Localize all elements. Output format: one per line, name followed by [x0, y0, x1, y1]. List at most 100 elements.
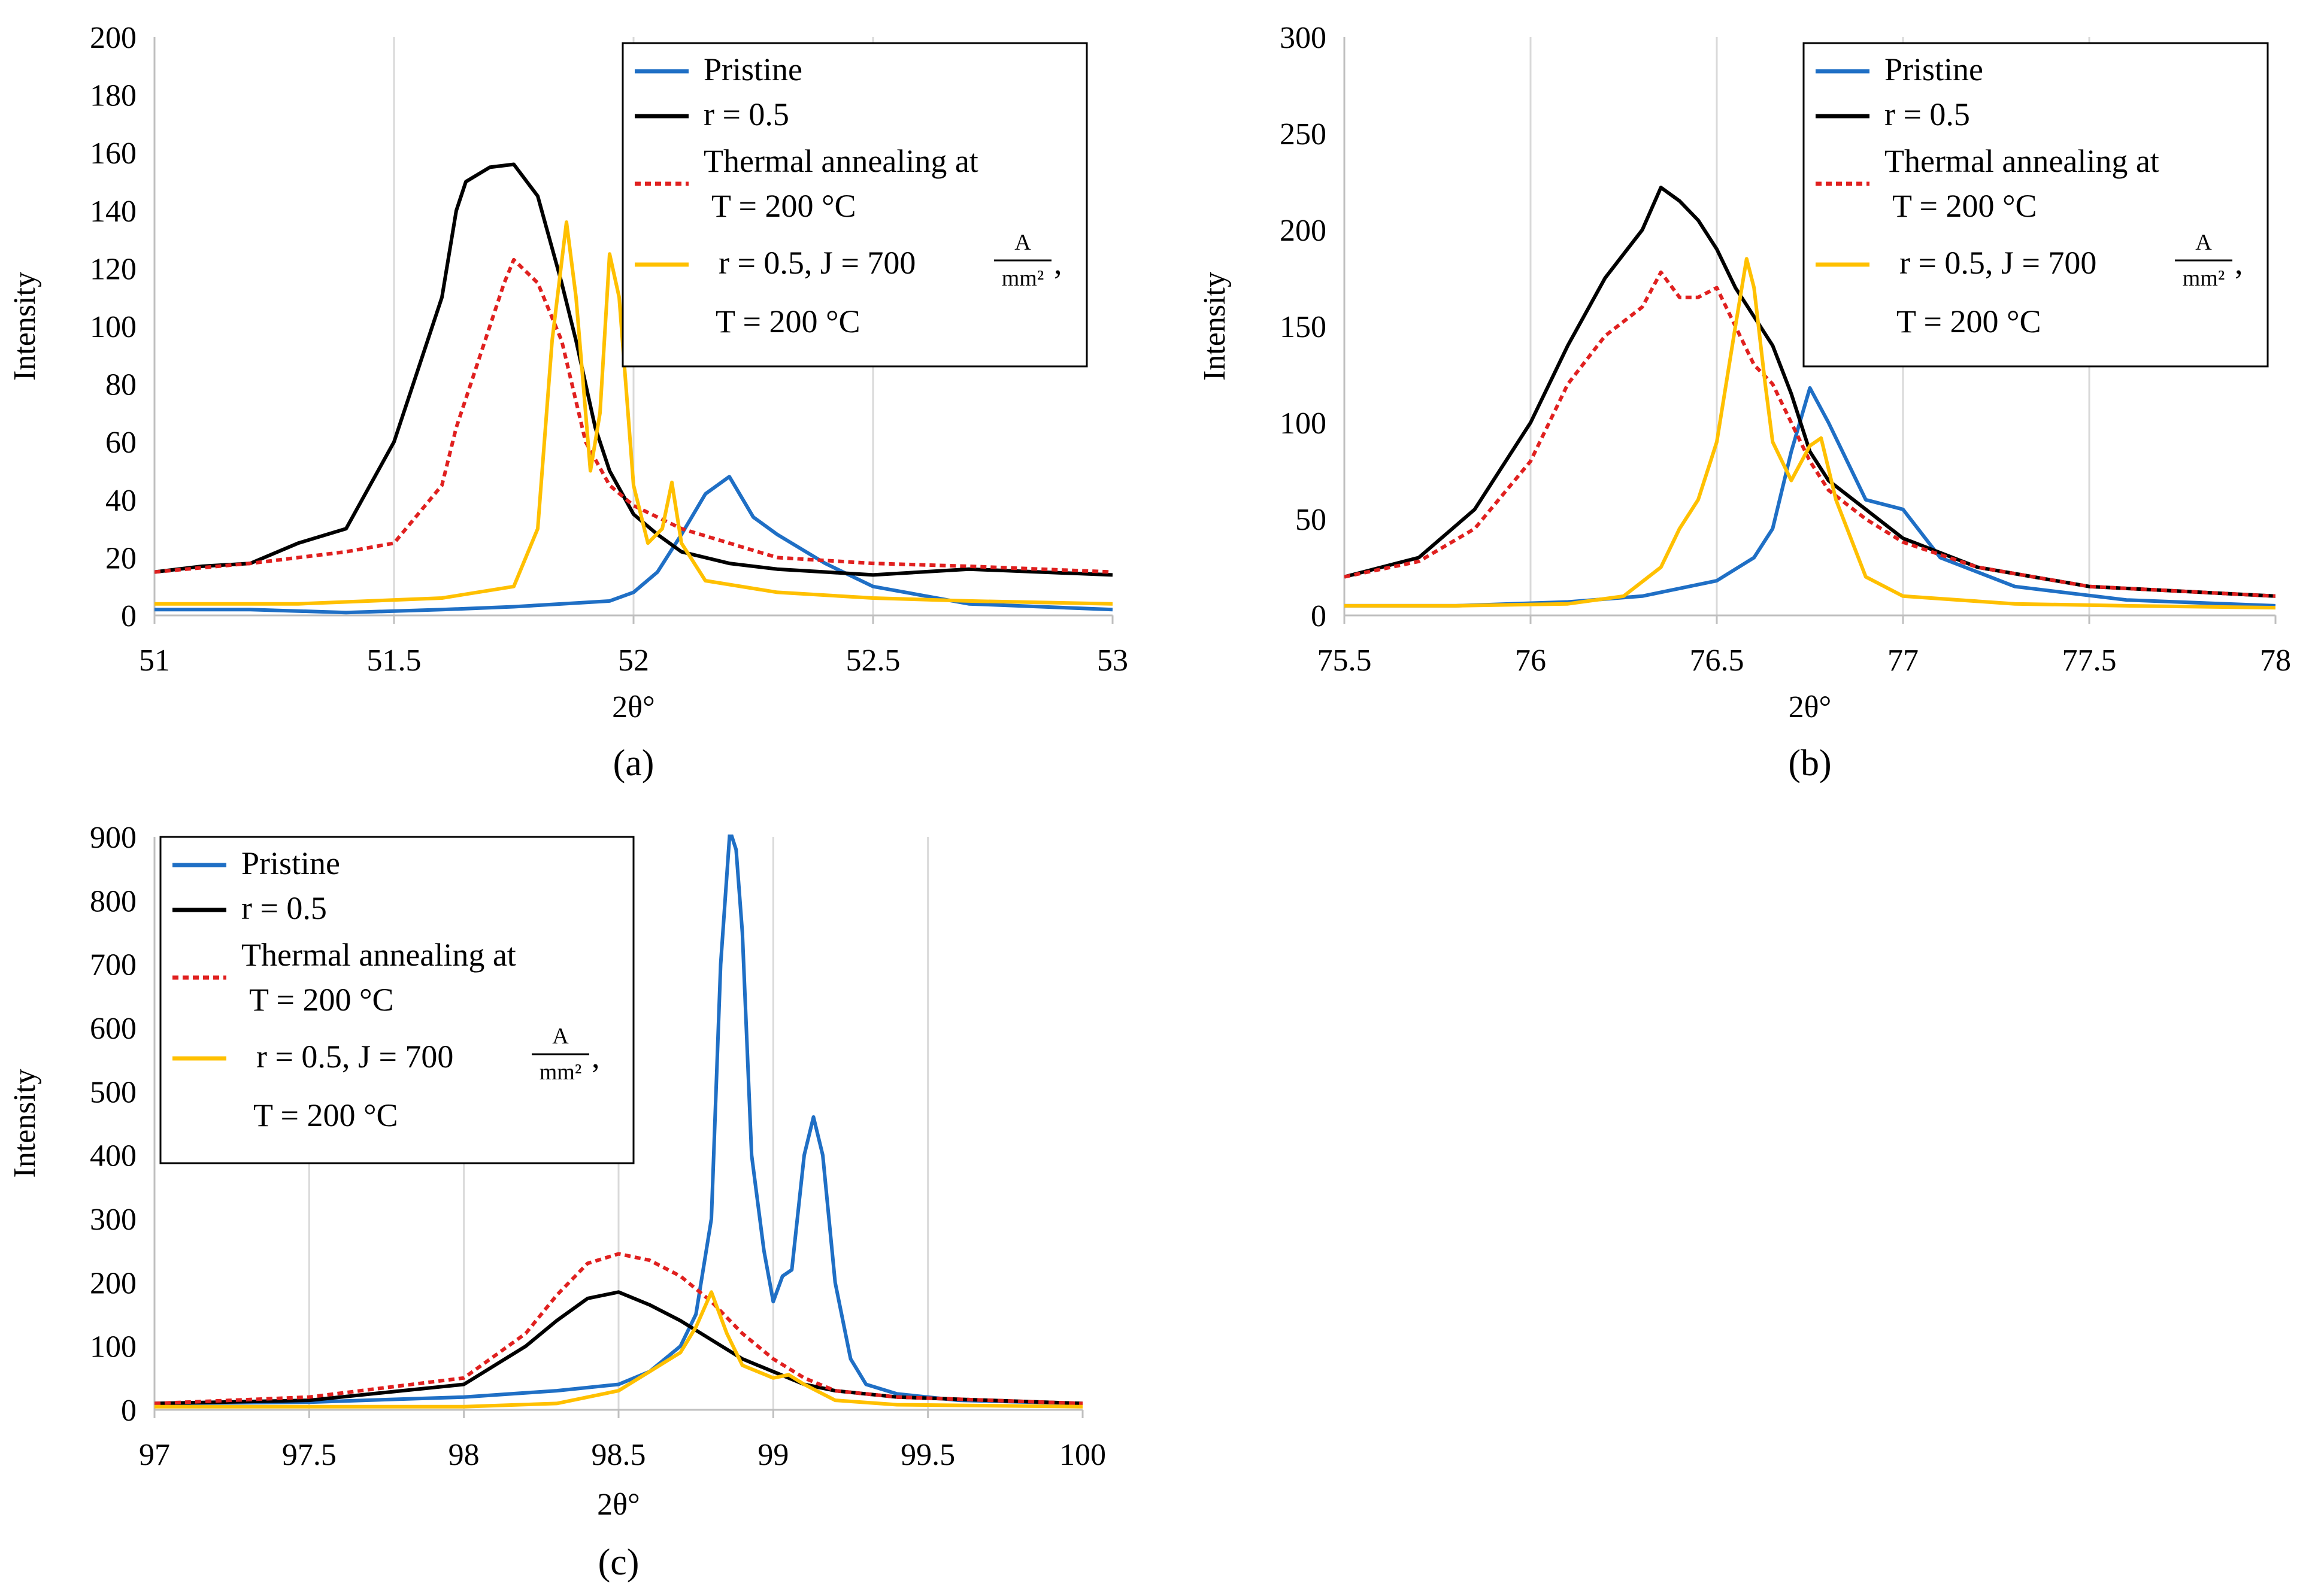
panel-label: (a) — [613, 743, 654, 784]
legend-box — [1802, 42, 2269, 368]
y-tick-label: 60 — [105, 426, 137, 460]
series-current-annealing — [1344, 257, 2275, 610]
y-tick-label: 200 — [1280, 214, 1326, 248]
legend-fraction-denominator: mm² — [540, 1060, 582, 1085]
chart-panel-a: 51 51.5 52 52.5 53 0 20 40 60 80 100 120 140 160 180 20… — [8, 21, 1128, 784]
x-tick-label: 97.5 — [282, 1438, 337, 1472]
legend-fraction-denominator: mm² — [1002, 266, 1044, 291]
legend-label: Pristine — [241, 845, 340, 881]
x-tick-label: 52 — [618, 644, 649, 678]
legend-fraction-numerator: A — [2195, 230, 2212, 255]
panel-label: (b) — [1788, 743, 1831, 784]
x-tick-label: 77.5 — [2062, 644, 2117, 678]
y-tick-label: 900 — [90, 821, 137, 855]
series-pristine — [154, 835, 1083, 1406]
series-current-annealing — [154, 1290, 1083, 1409]
legend-fraction-suffix: , — [1054, 245, 1062, 281]
series-current-annealing — [154, 220, 1113, 606]
y-tick-label: 400 — [90, 1139, 137, 1173]
x-tick-label: 51.5 — [367, 644, 422, 678]
legend-box — [622, 42, 1088, 368]
legend-label: r = 0.5 — [241, 890, 327, 926]
y-tick-label: 50 — [1295, 503, 1326, 537]
y-tick-label: 140 — [90, 195, 137, 229]
y-tick-label: 0 — [1311, 599, 1326, 633]
legend-fraction-suffix: , — [592, 1039, 600, 1075]
chart-panel-b: 75.5 76 76.5 77 77.5 78 0 50 100 150 200 250 300 2θ° I… — [1198, 21, 2291, 784]
legend: Pristine r = 0.5 Thermal annealing at T = 2… — [1802, 42, 2269, 368]
x-tick-label: 97 — [139, 1438, 170, 1472]
x-tick-label: 98.5 — [592, 1438, 646, 1472]
x-tick-label: 52.5 — [846, 644, 901, 678]
y-tick-label: 100 — [1280, 406, 1326, 441]
series-r05 — [1344, 186, 2275, 598]
x-tick-label: 77 — [1887, 644, 1919, 678]
y-tick-label: 80 — [105, 368, 137, 402]
legend-fraction-numerator: A — [1014, 230, 1031, 255]
legend-fraction-denominator: mm² — [2183, 266, 2225, 291]
x-axis-title: 2θ° — [1789, 690, 1832, 724]
y-tick-label: 0 — [121, 599, 137, 633]
legend-fraction-numerator: A — [552, 1024, 569, 1049]
y-tick-label: 100 — [90, 1330, 137, 1364]
x-tick-label: 53 — [1097, 644, 1128, 678]
y-tick-label: 0 — [121, 1394, 137, 1428]
legend-label-line2: T = 200 °C — [716, 304, 860, 339]
legend-label: Pristine — [704, 51, 802, 87]
x-tick-label: 99.5 — [901, 1438, 955, 1472]
x-tick-label: 51 — [139, 644, 170, 678]
y-tick-label: 250 — [1280, 117, 1326, 151]
series-thermal-annealing — [154, 257, 1113, 574]
y-tick-label: 40 — [105, 484, 137, 518]
legend: Pristine r = 0.5 Thermal annealing at T = 2… — [622, 42, 1088, 368]
y-tick-label: 200 — [90, 21, 137, 55]
y-tick-label: 120 — [90, 252, 137, 286]
y-tick-label: 200 — [90, 1266, 137, 1300]
y-tick-label: 160 — [90, 136, 137, 171]
legend-label: r = 0.5 — [704, 96, 789, 132]
x-tick-label: 75.5 — [1317, 644, 1372, 678]
legend-label-line2: T = 200 °C — [1896, 304, 2041, 339]
legend-label: r = 0.5 — [1884, 96, 1970, 132]
y-tick-label: 700 — [90, 948, 137, 982]
series-thermal-annealing — [1344, 270, 2275, 598]
legend-label: r = 0.5, J = 700 — [719, 245, 916, 281]
x-axis-title: 2θ° — [597, 1488, 640, 1522]
y-tick-label: 800 — [90, 884, 137, 918]
x-tick-label: 76.5 — [1690, 644, 1744, 678]
legend-label: r = 0.5, J = 700 — [1899, 245, 2096, 281]
x-axis-title: 2θ° — [612, 690, 655, 724]
series-r05 — [154, 162, 1113, 577]
y-tick-label: 500 — [90, 1075, 137, 1109]
x-tick-label: 98 — [449, 1438, 480, 1472]
panel-label: (c) — [598, 1542, 640, 1583]
legend-label: Thermal annealing at — [1884, 143, 2159, 179]
legend-label: Thermal annealing at — [704, 143, 978, 179]
y-tick-label: 300 — [1280, 21, 1326, 55]
legend-box — [159, 836, 635, 1164]
chart-panel-c: 97 97.5 98 98.5 99 99.5 100 0 100 200 300 400 500 600… — [8, 821, 1106, 1583]
legend-label-line2: T = 200 °C — [1892, 188, 2037, 224]
legend-label: r = 0.5, J = 700 — [256, 1039, 453, 1075]
series-thermal-annealing — [154, 1252, 1083, 1406]
x-tick-label: 78 — [2260, 644, 2291, 678]
legend-fraction-suffix: , — [2235, 245, 2243, 281]
series-pristine — [154, 475, 1113, 615]
x-tick-label: 76 — [1515, 644, 1546, 678]
x-tick-label: 99 — [757, 1438, 789, 1472]
y-tick-label: 100 — [90, 310, 137, 344]
legend-label-line2: T = 200 °C — [253, 1097, 398, 1133]
y-tick-label: 300 — [90, 1203, 137, 1237]
legend: Pristine r = 0.5 Thermal annealing at T = 2… — [159, 836, 635, 1164]
legend-label-line2: T = 200 °C — [711, 188, 856, 224]
y-tick-label: 180 — [90, 79, 137, 113]
y-tick-label: 150 — [1280, 310, 1326, 344]
y-tick-label: 600 — [90, 1012, 137, 1046]
y-axis-title: Intensity — [8, 1069, 42, 1178]
legend-label-line2: T = 200 °C — [249, 982, 394, 1018]
x-tick-label: 100 — [1059, 1438, 1106, 1472]
y-tick-label: 20 — [105, 541, 137, 575]
y-axis-title: Intensity — [8, 272, 42, 381]
